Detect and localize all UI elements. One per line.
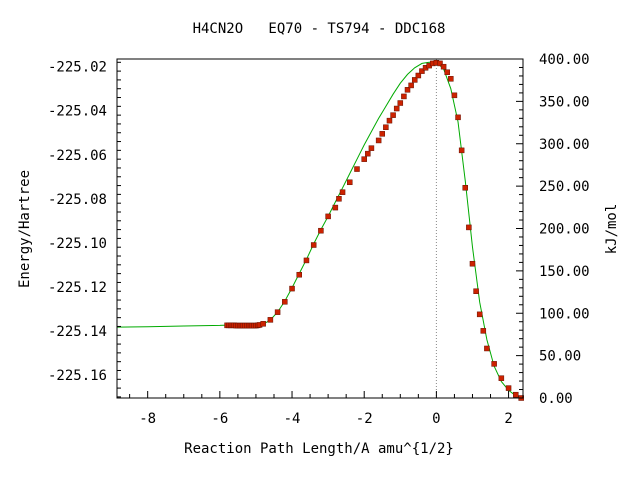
data-point bbox=[480, 328, 487, 334]
secondary-y-axis: 400.00 350.00 300.00 250.00 200.00 150.00 100.… bbox=[516, 52, 590, 407]
data-point bbox=[484, 345, 490, 352]
data-point bbox=[419, 68, 425, 74]
x-axis: -8 -6 -4 -2 0 2 bbox=[129, 391, 513, 427]
y2-tick-label: 150.00 bbox=[539, 264, 590, 280]
data-point bbox=[476, 311, 483, 318]
y-tick-label: -225.02 bbox=[48, 60, 107, 76]
data-point bbox=[325, 213, 331, 220]
y2-tick-label: 400.00 bbox=[539, 52, 590, 68]
data-point bbox=[390, 112, 396, 118]
data-point bbox=[404, 87, 411, 93]
y2-tick-label: 250.00 bbox=[539, 179, 590, 195]
y-tick-label: -225.10 bbox=[48, 236, 107, 252]
data-point bbox=[397, 100, 404, 106]
data-point bbox=[462, 185, 469, 191]
data-point bbox=[303, 257, 310, 264]
x-tick-label: 0 bbox=[432, 411, 440, 427]
data-point bbox=[282, 299, 288, 305]
data-point bbox=[296, 271, 302, 278]
data-point bbox=[415, 72, 422, 79]
x-tick-label: -2 bbox=[356, 411, 373, 427]
data-point bbox=[347, 179, 353, 186]
data-point bbox=[289, 285, 295, 292]
y2-tick-label: 100.00 bbox=[539, 306, 590, 322]
data-point bbox=[455, 114, 461, 121]
y-tick-label: -225.08 bbox=[48, 192, 107, 208]
data-point bbox=[310, 242, 317, 248]
x-axis-label: Reaction Path Length/A amu^{1/2} bbox=[184, 441, 454, 457]
x-tick-label: 2 bbox=[504, 411, 512, 427]
y2-tick-label: 300.00 bbox=[539, 137, 590, 153]
y-tick-label: -225.16 bbox=[48, 368, 107, 384]
data-point bbox=[444, 69, 450, 75]
data-point bbox=[336, 196, 342, 202]
y2-tick-label: 50.00 bbox=[539, 349, 581, 365]
data-point bbox=[411, 77, 418, 83]
y-tick-label: -225.04 bbox=[48, 104, 107, 120]
data-point bbox=[498, 375, 505, 381]
y2-tick-label: 350.00 bbox=[539, 94, 590, 110]
y-tick-label: -225.14 bbox=[48, 324, 107, 340]
data-point bbox=[318, 227, 324, 234]
data-point bbox=[375, 137, 382, 144]
data-point bbox=[361, 156, 367, 162]
data-point bbox=[448, 76, 454, 82]
data-point bbox=[473, 288, 479, 294]
data-point bbox=[393, 105, 400, 112]
y2-tick-label: 0.00 bbox=[539, 391, 573, 407]
data-point bbox=[469, 260, 476, 267]
data-point bbox=[260, 321, 266, 327]
data-point bbox=[458, 147, 465, 154]
data-point bbox=[274, 309, 281, 315]
data-point bbox=[383, 124, 389, 130]
x-tick-label: -8 bbox=[139, 411, 156, 427]
data-point bbox=[451, 92, 458, 99]
data-point bbox=[365, 150, 371, 157]
y-axis: -225.02 -225.04 -225.06 -225.08 -225.10 -225.… bbox=[48, 60, 121, 398]
data-point bbox=[267, 317, 274, 323]
data-point bbox=[440, 63, 447, 70]
data-point bbox=[401, 93, 407, 100]
x-tick-label: -4 bbox=[284, 411, 301, 427]
secondary-y-axis-label: kJ/mol bbox=[604, 204, 620, 255]
data-point bbox=[505, 385, 512, 391]
data-point bbox=[408, 82, 414, 89]
data-point bbox=[386, 117, 393, 124]
y-tick-label: -225.06 bbox=[48, 148, 107, 164]
data-point bbox=[437, 60, 443, 67]
data-point bbox=[339, 189, 346, 195]
y-axis-label: Energy/Hartree bbox=[17, 170, 33, 288]
data-point bbox=[466, 224, 472, 231]
x-tick-label: -6 bbox=[211, 411, 228, 427]
data-point bbox=[332, 204, 339, 211]
data-point bbox=[368, 145, 375, 151]
data-point bbox=[513, 391, 519, 398]
y-tick-label: -225.12 bbox=[48, 280, 107, 296]
data-point bbox=[379, 131, 386, 137]
chart-title: H4CN2O EQ70 - TS794 - DDC168 bbox=[193, 21, 446, 37]
y2-tick-label: 200.00 bbox=[539, 222, 590, 238]
data-point bbox=[491, 361, 497, 367]
data-points bbox=[224, 59, 524, 401]
data-point bbox=[354, 166, 360, 172]
